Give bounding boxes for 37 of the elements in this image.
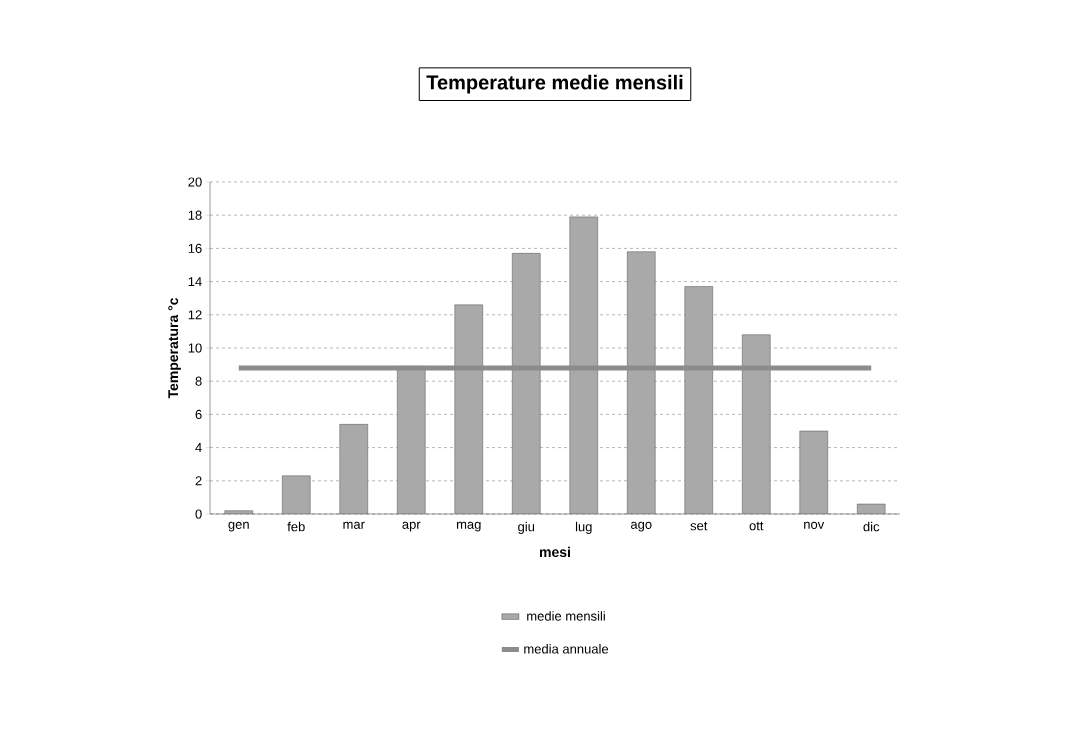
y-tick-label: 4 <box>195 443 202 453</box>
bar <box>512 253 541 514</box>
bar <box>627 251 656 514</box>
bar <box>339 424 368 514</box>
bar <box>684 286 713 514</box>
chart-title: Temperature medie mensili <box>426 74 683 94</box>
y-tick-label: 14 <box>188 277 202 287</box>
legend-label: media annuale <box>524 644 609 654</box>
y-tick-label: 18 <box>188 210 202 220</box>
x-tick-label: nov <box>804 521 825 529</box>
y-tick-label: 0 <box>195 509 202 519</box>
y-tick-label: 12 <box>188 310 202 320</box>
x-tick-label: ago <box>630 521 652 532</box>
x-tick-label: giu <box>518 521 535 534</box>
bar <box>282 475 311 514</box>
x-tick-label: ott <box>749 521 764 531</box>
bar <box>799 430 828 514</box>
y-tick-label: 10 <box>188 343 202 353</box>
x-tick-label: gen <box>228 521 249 532</box>
bar <box>569 216 598 514</box>
legend-label: medie mensili <box>527 611 605 621</box>
bar <box>742 334 771 514</box>
y-axis-title: Temperatura °c <box>168 297 181 399</box>
x-tick-label: dic <box>863 521 880 532</box>
x-tick-label: apr <box>402 521 421 532</box>
x-axis-title: mesi <box>539 546 570 558</box>
x-tick-label: mar <box>343 521 365 529</box>
x-tick-label: lug <box>575 521 592 534</box>
y-tick-label: 8 <box>195 376 202 386</box>
bar <box>454 304 483 514</box>
y-tick-label: 16 <box>188 243 202 253</box>
y-tick-label: 2 <box>195 476 202 486</box>
x-tick-label: mag <box>456 521 481 532</box>
y-tick-label: 6 <box>195 409 202 419</box>
y-tick-label: 20 <box>188 177 202 187</box>
x-tick-label: set <box>690 521 708 531</box>
x-tick-label: feb <box>287 521 305 532</box>
